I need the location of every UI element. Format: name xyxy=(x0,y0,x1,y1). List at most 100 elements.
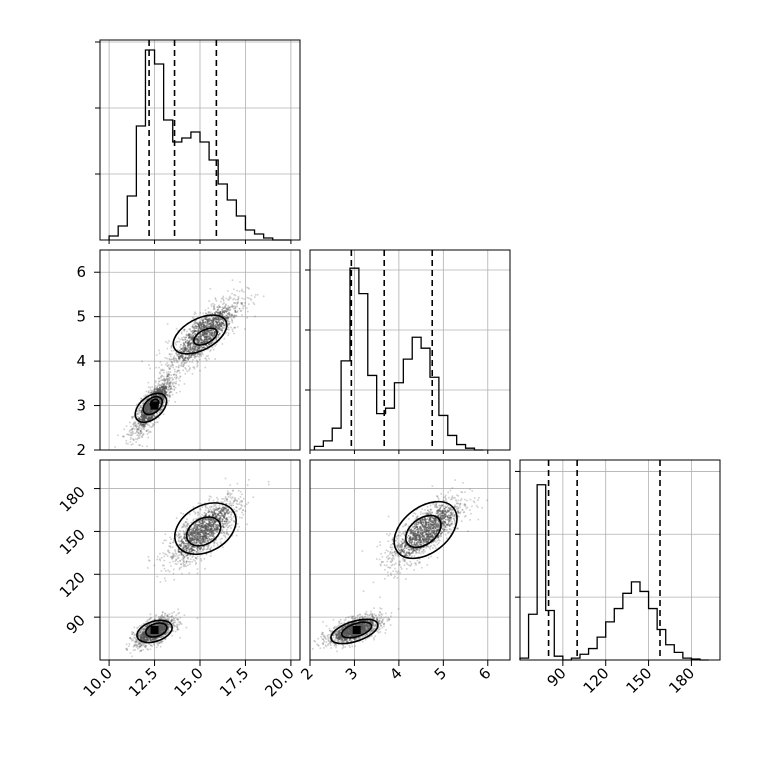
scatter-point xyxy=(161,611,164,613)
scatter-point xyxy=(168,385,171,387)
scatter-point xyxy=(142,644,145,647)
scatter-point xyxy=(196,323,198,325)
scatter-point xyxy=(226,493,229,496)
scatter-point xyxy=(204,321,207,323)
scatter-point xyxy=(142,629,145,631)
scatter-point xyxy=(202,538,205,540)
scatter-point xyxy=(190,336,193,338)
scatter-point xyxy=(126,433,128,436)
scatter-point xyxy=(169,355,172,358)
scatter-point xyxy=(167,627,170,630)
scatter-point xyxy=(209,332,211,334)
scatter-point xyxy=(188,354,191,356)
scatter-point xyxy=(204,568,206,570)
scatter-point xyxy=(152,634,154,637)
scatter-point xyxy=(208,498,211,500)
scatter-point xyxy=(138,633,140,636)
scatter-point xyxy=(169,392,171,394)
scatter-point xyxy=(161,635,163,638)
scatter-point xyxy=(126,648,128,651)
scatter-point xyxy=(149,648,152,651)
scatter-point xyxy=(215,323,217,326)
scatter-point xyxy=(198,349,200,352)
scatter-point xyxy=(204,336,207,338)
scatter-point xyxy=(203,521,206,523)
scatter-point xyxy=(164,632,167,635)
scatter-point xyxy=(169,382,172,384)
scatter-point xyxy=(191,539,194,542)
scatter-point xyxy=(148,628,150,631)
scatter-point xyxy=(137,626,140,629)
scatter-point xyxy=(142,425,145,428)
scatter-point xyxy=(193,367,196,370)
scatter-point xyxy=(169,388,171,391)
scatter-point xyxy=(135,423,138,426)
scatter-point xyxy=(227,308,229,311)
scatter-point xyxy=(196,360,199,363)
scatter-point xyxy=(222,501,224,504)
scatter-point xyxy=(130,436,132,439)
scatter-point xyxy=(138,425,141,427)
scatter-point xyxy=(240,302,243,304)
scatter-point xyxy=(190,330,193,333)
scatter-point xyxy=(221,343,224,345)
scatter-point xyxy=(165,570,167,572)
scatter-point xyxy=(159,372,161,375)
scatter-point xyxy=(187,523,189,525)
scatter-point xyxy=(213,307,216,310)
scatter-point xyxy=(154,397,157,399)
scatter-point xyxy=(242,513,245,516)
scatter-point xyxy=(201,341,204,344)
scatter-point xyxy=(188,334,190,337)
scatter-point xyxy=(158,409,160,412)
scatter-point xyxy=(234,510,236,513)
scatter-point xyxy=(195,528,198,530)
scatter-point xyxy=(141,445,144,448)
scatter-point xyxy=(179,544,182,546)
scatter-point xyxy=(206,338,208,341)
scatter-point xyxy=(197,353,200,355)
scatter-point xyxy=(205,331,208,333)
scatter-point xyxy=(189,356,192,359)
scatter-point xyxy=(176,624,178,627)
scatter-point xyxy=(191,533,194,536)
scatter-point xyxy=(159,412,161,414)
scatter-point xyxy=(175,380,177,383)
scatter-point xyxy=(221,546,224,548)
scatter-point xyxy=(137,643,140,645)
density-contour xyxy=(134,392,168,424)
scatter-point xyxy=(157,377,160,380)
scatter-point xyxy=(221,514,223,517)
scatter-point xyxy=(221,507,224,509)
scatter-point xyxy=(177,539,180,542)
scatter-point xyxy=(182,339,185,341)
scatter-point xyxy=(165,393,167,395)
scatter-point xyxy=(132,639,134,641)
scatter-point xyxy=(143,401,146,403)
scatter-point xyxy=(201,506,203,508)
scatter-point xyxy=(192,359,194,361)
scatter-point xyxy=(150,416,153,419)
scatter-point xyxy=(164,379,166,382)
panel-frame xyxy=(519,459,721,661)
scatter-point xyxy=(209,508,212,510)
scatter-point xyxy=(156,390,159,393)
scatter-point xyxy=(175,358,178,360)
scatter-point xyxy=(171,363,173,366)
scatter-point xyxy=(139,405,142,408)
scatter-point xyxy=(204,331,206,333)
scatter-point xyxy=(198,346,201,348)
scatter-point xyxy=(152,643,155,645)
scatter-point xyxy=(171,623,173,625)
scatter-point xyxy=(141,410,144,413)
scatter-point xyxy=(145,625,148,628)
scatter-point xyxy=(138,429,140,431)
scatter-point xyxy=(161,379,164,381)
scatter-point xyxy=(228,309,230,311)
scatter-point xyxy=(168,373,171,376)
scatter-point xyxy=(140,435,143,438)
scatter-point xyxy=(227,507,230,509)
scatter-point xyxy=(188,328,191,330)
scatter-point xyxy=(147,623,150,625)
scatter-point xyxy=(159,408,162,411)
